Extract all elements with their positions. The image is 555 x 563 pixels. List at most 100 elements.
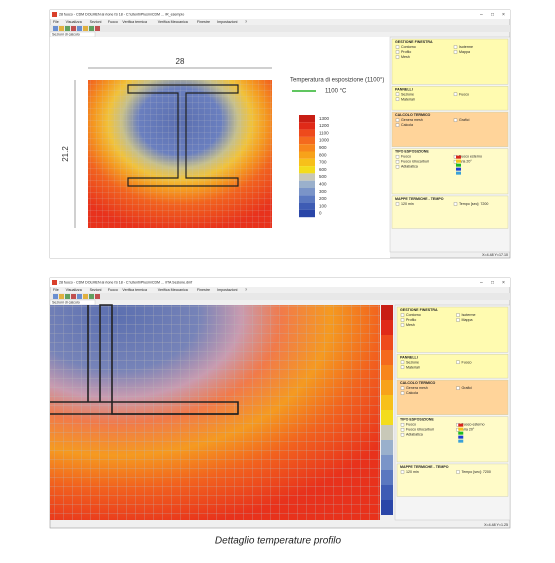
checkbox[interactable]	[400, 318, 405, 322]
menu-item[interactable]: Visualizza	[66, 288, 82, 292]
checkbox[interactable]	[456, 470, 460, 474]
panel-item: Fuoco	[401, 155, 411, 159]
checkbox[interactable]	[400, 386, 405, 390]
scale-label: 1300	[319, 116, 330, 121]
checkbox[interactable]	[453, 202, 458, 206]
checkbox[interactable]	[400, 365, 405, 369]
toolbar	[50, 293, 510, 300]
checkbox[interactable]	[453, 92, 458, 96]
menu-item[interactable]: Verifica termica	[122, 288, 147, 292]
window-button[interactable]: □	[491, 280, 494, 286]
checkbox[interactable]	[395, 164, 400, 169]
panel-section	[396, 306, 509, 353]
menu-item[interactable]: Sezioni	[90, 20, 102, 24]
checkbox[interactable]	[456, 386, 460, 390]
window-button[interactable]: □	[491, 12, 494, 18]
checkbox[interactable]	[400, 391, 405, 395]
checkbox[interactable]	[395, 97, 400, 101]
panel-item: Mappa	[462, 318, 473, 322]
tool-button[interactable]	[95, 294, 100, 299]
checkbox[interactable]	[395, 92, 400, 96]
checkbox[interactable]	[395, 154, 400, 159]
tool-button[interactable]	[53, 294, 58, 299]
menu-item[interactable]: Finestre	[197, 288, 210, 292]
checkbox[interactable]	[400, 323, 405, 327]
checkbox[interactable]	[453, 118, 458, 122]
menu-item[interactable]: Impostazioni	[217, 288, 237, 292]
checkbox[interactable]	[453, 50, 458, 54]
tool-button[interactable]	[95, 26, 100, 31]
tool-button[interactable]	[77, 294, 82, 299]
scale-strip	[381, 485, 393, 500]
exposure-color	[456, 163, 461, 167]
title-bar	[50, 10, 510, 19]
menu-item[interactable]: Verifica termica	[122, 20, 147, 24]
window-button[interactable]: –	[480, 12, 483, 18]
checkbox[interactable]	[400, 470, 405, 474]
tool-button[interactable]	[77, 26, 82, 31]
tool-button[interactable]	[59, 26, 64, 31]
scale-label: 700	[319, 160, 327, 165]
menu-item[interactable]: ?	[245, 20, 247, 24]
window-button[interactable]: ×	[502, 12, 505, 18]
checkbox[interactable]	[400, 422, 405, 427]
checkbox[interactable]	[395, 45, 400, 49]
checkbox[interactable]	[395, 159, 400, 164]
checkbox[interactable]	[395, 123, 400, 127]
profile-outline	[127, 84, 239, 187]
tool-button[interactable]	[83, 26, 88, 31]
panel-item: Fuoco	[462, 360, 472, 364]
menu-item[interactable]: Sezioni	[90, 288, 102, 292]
tool-button[interactable]	[83, 294, 88, 299]
panel-item: Aria 20°	[462, 428, 475, 432]
exposure-color	[458, 431, 464, 435]
checkbox[interactable]	[395, 55, 400, 59]
panel-item: Isoterme	[462, 313, 476, 317]
panel-item: Adiabatica	[401, 165, 418, 169]
checkbox[interactable]	[456, 360, 460, 364]
menu-item[interactable]: File	[53, 20, 59, 24]
checkbox[interactable]	[395, 202, 400, 206]
panel-item: Tempo [sec]: 7200	[462, 470, 491, 474]
checkbox[interactable]	[395, 118, 400, 122]
scale-label: 1100	[319, 130, 329, 135]
scale-strip	[381, 320, 393, 335]
status-text: Sezioni di calcolo	[52, 33, 80, 37]
menu-item[interactable]: Fuoco	[108, 20, 118, 24]
checkbox[interactable]	[400, 432, 405, 437]
app-icon	[52, 280, 57, 285]
menu-item[interactable]: Impostazioni	[217, 20, 237, 24]
checkbox[interactable]	[456, 318, 460, 322]
menu-item[interactable]: Verifica Meccanica	[158, 20, 188, 24]
window-button[interactable]: –	[480, 280, 483, 286]
panel-item: Calcola	[401, 123, 413, 127]
tool-button[interactable]	[71, 294, 76, 299]
scale-swatch	[299, 195, 315, 203]
checkbox[interactable]	[400, 360, 405, 364]
window-title: 28 fuoco - CDM DOLMEN al rione IS 18 - C…	[59, 13, 184, 17]
menu-item[interactable]: Visualizza	[66, 20, 82, 24]
panel-section	[391, 38, 509, 85]
tool-button[interactable]	[53, 26, 58, 31]
tool-button[interactable]	[89, 26, 94, 31]
checkbox[interactable]	[400, 313, 405, 317]
tool-button[interactable]	[59, 294, 64, 299]
menu-item[interactable]: Finestre	[197, 20, 210, 24]
menu-item[interactable]: Verifica Meccanica	[158, 288, 188, 292]
panel-section	[391, 86, 509, 111]
window-button[interactable]: ×	[502, 280, 505, 286]
section-heading: MAPPE TERMICHE - TEMPO	[395, 197, 444, 201]
checkbox[interactable]	[400, 427, 405, 432]
menu-item[interactable]: File	[53, 288, 59, 292]
checkbox[interactable]	[453, 45, 458, 49]
tool-button[interactable]	[65, 294, 70, 299]
tool-button[interactable]	[71, 26, 76, 31]
tool-button[interactable]	[89, 294, 94, 299]
menu-item[interactable]: Fuoco	[108, 288, 118, 292]
checkbox[interactable]	[395, 50, 400, 54]
scale-strip	[381, 425, 393, 440]
checkbox[interactable]	[456, 313, 460, 317]
scale-label: 1200	[319, 123, 330, 128]
tool-button[interactable]	[65, 26, 70, 31]
menu-item[interactable]: ?	[245, 288, 247, 292]
